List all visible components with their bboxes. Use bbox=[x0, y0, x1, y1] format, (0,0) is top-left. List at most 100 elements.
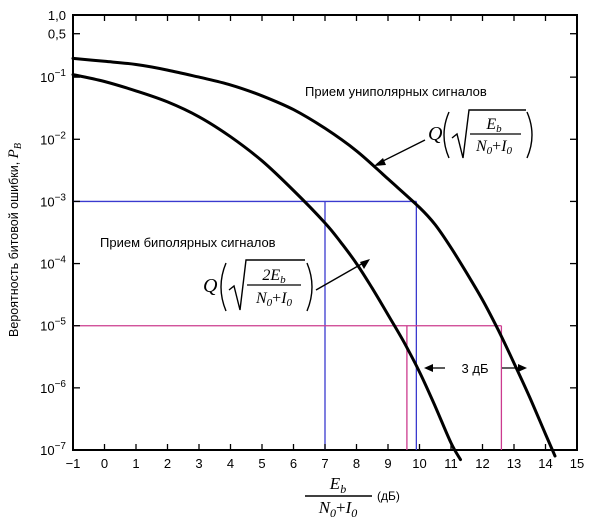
y-axis: 1,00,510−110−210−310−410−510−610−7 bbox=[40, 8, 577, 458]
y-axis-label-sub: B bbox=[13, 143, 24, 149]
svg-text:N0+I0: N0+I0 bbox=[255, 290, 293, 309]
bipolar-label: Прием биполярных сигналов bbox=[100, 235, 276, 250]
gap-arrow-right-head bbox=[518, 364, 527, 372]
x-label-num-sub: b bbox=[340, 482, 346, 496]
svg-text:2Eb: 2Eb bbox=[262, 267, 286, 286]
y-tick-label: 10−2 bbox=[40, 130, 66, 147]
bipolar-num-sub: b bbox=[280, 274, 286, 286]
y-tick-exp: −3 bbox=[55, 192, 67, 203]
bipolar-curve bbox=[71, 73, 462, 462]
bipolar-formula-left-paren bbox=[220, 262, 227, 312]
bipolar-den: N bbox=[255, 290, 268, 307]
y-tick-label: 10−6 bbox=[40, 379, 66, 396]
svg-text:N0+I0: N0+I0 bbox=[475, 138, 513, 157]
bipolar-num: 2E bbox=[262, 267, 280, 284]
unipolar-formula: Q Eb N0+I0 bbox=[428, 109, 533, 159]
x-tick-label: 8 bbox=[353, 456, 360, 471]
x-tick-label: 6 bbox=[290, 456, 297, 471]
y-tick-exp: −2 bbox=[55, 130, 67, 141]
gap-label: 3 дБ bbox=[462, 361, 489, 376]
x-tick-label: 2 bbox=[164, 456, 171, 471]
bipolar-pointer bbox=[315, 261, 366, 291]
unipolar-formula-right-paren bbox=[526, 111, 533, 159]
y-tick-exp: −5 bbox=[55, 317, 67, 328]
x-tick-label: 0 bbox=[101, 456, 108, 471]
bipolar-den-sub: 0 bbox=[267, 297, 273, 309]
y-tick-label: 1,0 bbox=[48, 8, 66, 23]
x-tick-label: 10 bbox=[412, 456, 426, 471]
x-tick-label: 3 bbox=[195, 456, 202, 471]
x-tick-label: 14 bbox=[538, 456, 552, 471]
y-tick-exp: −4 bbox=[55, 255, 67, 266]
unipolar-formula-left-paren bbox=[443, 111, 450, 159]
x-tick-label: 12 bbox=[475, 456, 489, 471]
unipolar-formula-q: Q bbox=[428, 123, 443, 145]
unipolar-num-sub: b bbox=[496, 123, 502, 135]
bipolar-pointer-arrowhead bbox=[360, 259, 370, 269]
x-axis-label: Eb N0+I0 (дБ) bbox=[305, 474, 400, 517]
bipolar-formula: Q 2Eb N0+I0 bbox=[203, 259, 313, 312]
bipolar-formula-radical bbox=[228, 259, 305, 311]
y-tick-base: 10 bbox=[40, 132, 54, 147]
x-tick-label: 7 bbox=[321, 456, 328, 471]
unipolar-formula-radical bbox=[451, 109, 526, 159]
y-tick-label: 10−4 bbox=[40, 255, 66, 272]
unipolar-pointer bbox=[376, 139, 426, 165]
x-tick-label: 15 bbox=[570, 456, 584, 471]
x-label-plus: + bbox=[336, 498, 346, 517]
bipolar-plus: + bbox=[272, 290, 281, 307]
svg-text:Eb: Eb bbox=[329, 474, 346, 496]
bipolar-den2: I bbox=[280, 290, 287, 307]
svg-text:N0+I0: N0+I0 bbox=[318, 498, 358, 517]
unipolar-den-sub: 0 bbox=[487, 145, 493, 157]
x-label-unit: (дБ) bbox=[377, 489, 400, 503]
svg-text:Eb: Eb bbox=[485, 116, 502, 135]
ber-curves bbox=[71, 56, 557, 462]
x-tick-label: 1 bbox=[132, 456, 139, 471]
y-tick-exp: −6 bbox=[55, 379, 67, 390]
x-label-den2-sub: 0 bbox=[351, 506, 357, 517]
bipolar-formula-q: Q bbox=[203, 275, 218, 297]
y-tick-label: 0,5 bbox=[48, 27, 66, 42]
y-tick-label: 10−5 bbox=[40, 317, 66, 334]
x-tick-label: 11 bbox=[444, 456, 458, 471]
unipolar-num: E bbox=[485, 116, 496, 133]
x-axis: −1 0 1 2 3 4 5 6 7 8 9 10 11 12 13 14 15 bbox=[66, 15, 584, 471]
unipolar-plus: + bbox=[492, 138, 501, 155]
y-axis-label-var: P bbox=[6, 149, 22, 159]
y-tick-label: 10−1 bbox=[40, 68, 66, 85]
y-tick-exp: −1 bbox=[55, 68, 67, 79]
y-tick-label: 10−3 bbox=[40, 192, 66, 209]
unipolar-den2: I bbox=[500, 138, 507, 155]
x-tick-label: −1 bbox=[66, 456, 81, 471]
bipolar-den2-sub: 0 bbox=[287, 297, 293, 309]
unipolar-den: N bbox=[475, 138, 488, 155]
y-axis-label-text: Вероятность битовой ошибки, bbox=[7, 158, 21, 337]
y-tick-base: 0,5 bbox=[48, 27, 66, 42]
y-tick-base: 10 bbox=[40, 70, 54, 85]
y-tick-label: 10−7 bbox=[40, 441, 66, 458]
y-tick-base: 10 bbox=[40, 194, 54, 209]
unipolar-curve bbox=[71, 56, 557, 458]
y-tick-base: 10 bbox=[40, 319, 54, 334]
x-label-den1-sub: 0 bbox=[330, 506, 336, 517]
x-label-num: E bbox=[329, 474, 341, 493]
y-tick-base: 1,0 bbox=[48, 8, 66, 23]
unipolar-den2-sub: 0 bbox=[507, 145, 513, 157]
x-label-den2: I bbox=[345, 498, 353, 517]
x-tick-label: 5 bbox=[258, 456, 265, 471]
x-tick-label: 9 bbox=[384, 456, 391, 471]
y-tick-base: 10 bbox=[40, 443, 54, 458]
y-tick-exp: −7 bbox=[55, 441, 67, 452]
x-label-den1: N bbox=[318, 498, 332, 517]
y-tick-base: 10 bbox=[40, 381, 54, 396]
gap-arrow-left-head bbox=[424, 364, 433, 372]
x-tick-label: 4 bbox=[227, 456, 234, 471]
y-tick-base: 10 bbox=[40, 257, 54, 272]
unipolar-label: Прием униполярных сигналов bbox=[305, 84, 487, 99]
y-axis-label: Вероятность битовой ошибки, PB bbox=[6, 143, 24, 337]
x-tick-label: 13 bbox=[507, 456, 521, 471]
bipolar-formula-right-paren bbox=[306, 262, 313, 312]
unipolar-pointer-arrowhead bbox=[374, 158, 386, 166]
